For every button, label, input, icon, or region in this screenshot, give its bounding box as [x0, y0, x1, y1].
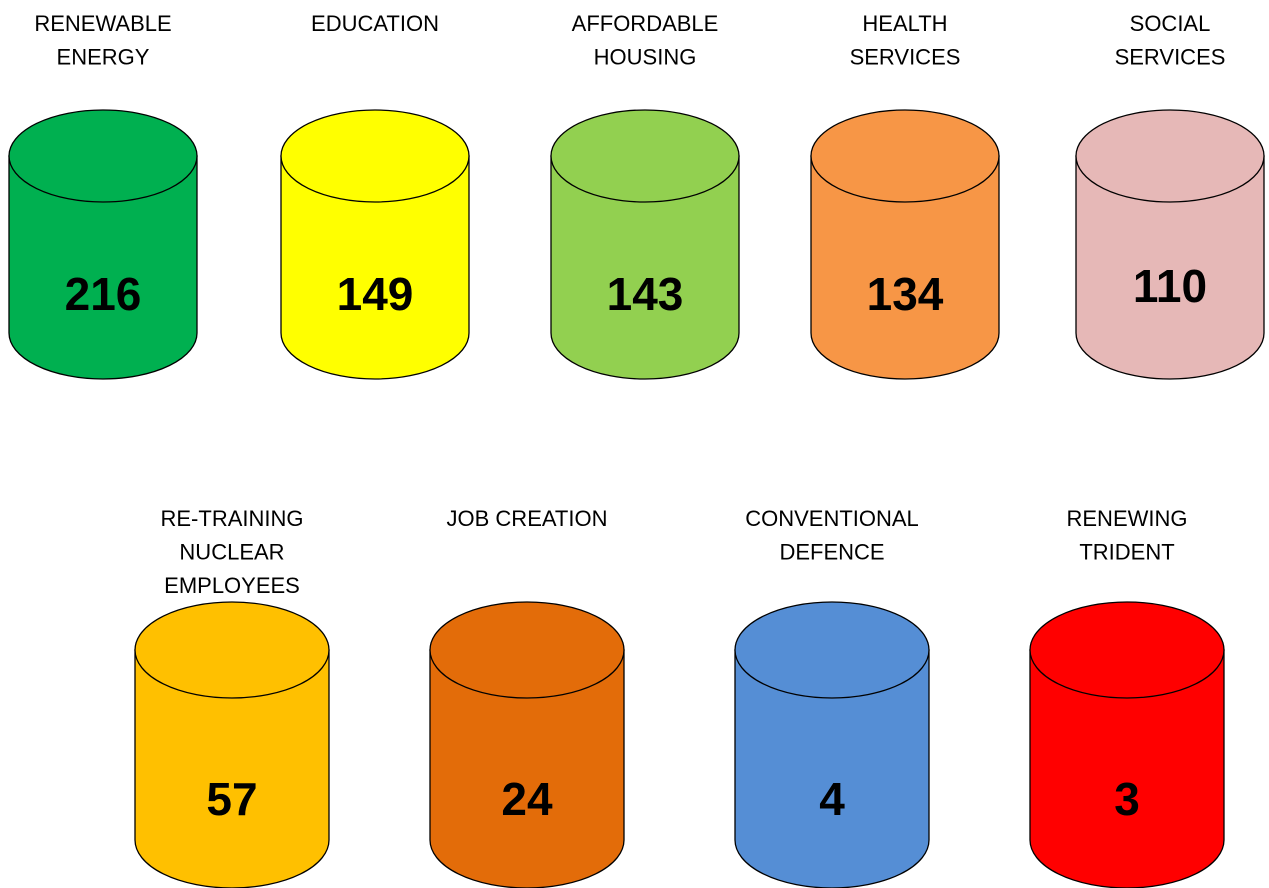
- cylinder-label: RENEWABLE: [34, 11, 171, 36]
- cylinder-label: CONVENTIONAL: [745, 506, 919, 531]
- cylinder-item: RE-TRAINING NUCLEAR EMPLOYEES 57: [134, 506, 330, 888]
- cylinder-label: RE-TRAINING: [161, 506, 304, 531]
- cylinder-top: [134, 601, 330, 699]
- cylinder-item: EDUCATION 149: [280, 11, 470, 380]
- cylinder-body: [810, 155, 1000, 380]
- cylinder-label: AFFORDABLE: [572, 11, 719, 36]
- cylinder-value: 143: [607, 268, 684, 320]
- cylinder-item: SOCIAL SERVICES 110: [1075, 11, 1265, 380]
- cylinder-label: SERVICES: [1115, 44, 1226, 69]
- cylinder-top: [8, 109, 198, 203]
- cylinder-label: HEALTH: [862, 11, 947, 36]
- cylinder-label: ENERGY: [57, 44, 150, 69]
- cylinder-top: [734, 601, 930, 699]
- cylinder-item: CONVENTIONAL DEFENCE 4: [734, 506, 930, 888]
- cylinder-body: [8, 155, 198, 380]
- cylinder-body: [280, 155, 470, 380]
- cylinder-value: 3: [1114, 773, 1140, 825]
- cylinder-value: 24: [501, 773, 553, 825]
- cylinder-value: 57: [206, 773, 257, 825]
- cylinder-body: [1075, 155, 1265, 380]
- cylinder-value: 216: [65, 268, 142, 320]
- cylinder-value: 149: [337, 268, 414, 320]
- cylinder-label: NUCLEAR: [179, 539, 284, 564]
- cylinder-top: [1075, 109, 1265, 203]
- cylinder-top: [1029, 601, 1225, 699]
- cylinder-top: [280, 109, 470, 203]
- cylinder-label: SERVICES: [850, 44, 961, 69]
- cylinder-label: HOUSING: [594, 44, 697, 69]
- cylinder-top: [550, 109, 740, 203]
- cylinder-top: [429, 601, 625, 699]
- cylinder-top: [810, 109, 1000, 203]
- cylinder-item: RENEWING TRIDENT 3: [1029, 506, 1225, 888]
- cylinder-item: RENEWABLE ENERGY 216: [8, 11, 198, 380]
- cylinder-value: 4: [819, 773, 845, 825]
- cylinder-item: AFFORDABLE HOUSING 143: [550, 11, 740, 380]
- cylinder-label: JOB CREATION: [447, 506, 608, 531]
- cylinder-value: 134: [867, 268, 944, 320]
- cylinder-label: SOCIAL: [1130, 11, 1211, 36]
- cylinder-label: TRIDENT: [1079, 539, 1174, 564]
- cylinder-label: DEFENCE: [779, 539, 884, 564]
- cylinder-body: [550, 155, 740, 380]
- cylinder-label: EMPLOYEES: [164, 573, 300, 598]
- cylinder-label: RENEWING: [1067, 506, 1188, 531]
- cylinder-label: EDUCATION: [311, 11, 439, 36]
- cylinder-value: 110: [1133, 260, 1207, 312]
- cylinder-item: JOB CREATION 24: [429, 506, 625, 888]
- cylinder-item: HEALTH SERVICES 134: [810, 11, 1000, 380]
